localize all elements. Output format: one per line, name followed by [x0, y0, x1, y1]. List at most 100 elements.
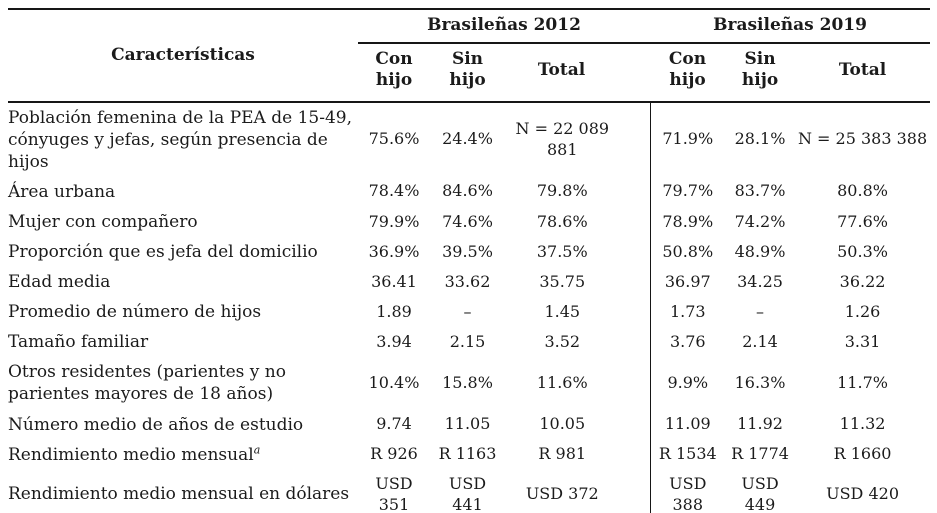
table-row: Área urbana 78.4% 84.6% 79.8% 79.7% 83.7…	[8, 176, 930, 207]
cell: R 981	[538, 444, 587, 464]
table-row: Rendimiento medio mensual en dólares USD…	[8, 469, 930, 513]
cell: USD 420	[826, 484, 899, 504]
header-group-row: Características Brasileñas 2012 Brasileñ…	[8, 9, 931, 103]
table-row: Otros residentes (parientes y no parient…	[8, 357, 930, 410]
cell: 1.26	[844, 301, 881, 321]
cell: USD 372	[525, 484, 599, 504]
table-row: Edad media 36.41 33.62 35.75 36.97 34.25…	[8, 267, 930, 298]
cell: 10.05	[539, 414, 586, 434]
cell: R 1774	[731, 444, 789, 464]
cell: USD 449	[741, 473, 779, 513]
cell: 9.9%	[649, 357, 726, 410]
characteristics-table: Características Brasileñas 2012 Brasileñ…	[8, 8, 931, 513]
column-header-total-2012: Total	[505, 43, 651, 103]
column-header-total-2019: Total	[795, 43, 931, 103]
cell: 79.8%	[536, 181, 588, 201]
row-label: Rendimiento medio mensuala	[8, 440, 358, 470]
column-header-caracteristicas: Características	[8, 9, 358, 103]
cell: USD 351	[375, 473, 413, 513]
cell: 28.1%	[734, 129, 786, 149]
cell: 78.9%	[649, 206, 726, 237]
cell: R 926	[370, 444, 418, 464]
cell: 24.4%	[442, 129, 493, 149]
cell: 39.5%	[442, 241, 493, 261]
cell: 74.2%	[734, 211, 786, 231]
cell: 1.89	[376, 301, 412, 321]
cell: 35.75	[539, 271, 586, 291]
table-row: Número medio de años de estudio 9.74 11.…	[8, 409, 930, 440]
cell: 36.9%	[368, 241, 420, 261]
cell: 11.92	[737, 414, 783, 434]
column-header-sin-hijo-2019: Sin hijo	[725, 43, 796, 103]
column-group-brasilenas-2019: Brasileñas 2019	[650, 9, 931, 44]
table-row: Mujer con compañero 79.9% 74.6% 78.6% 78…	[8, 206, 930, 237]
cell: 74.6%	[442, 211, 493, 231]
cell: 3.52	[544, 331, 581, 351]
cell: 79.7%	[649, 176, 726, 207]
table-row: Rendimiento medio mensuala R 926 R 1163 …	[8, 439, 930, 470]
cell: R 1163	[438, 444, 497, 464]
cell: 2.14	[742, 331, 778, 351]
table-body: Población femenina de la PEA de 15-49, c…	[8, 101, 930, 513]
row-label-text: Rendimiento medio mensual	[8, 444, 254, 465]
row-label: Número medio de años de estudio	[8, 414, 304, 435]
cell: 75.6%	[368, 129, 420, 149]
cell: 79.9%	[368, 211, 420, 231]
cell: USD 388	[649, 469, 726, 513]
table-row: Tamaño familiar 3.94 2.15 3.52 3.76 2.14…	[8, 327, 930, 358]
cell: 11.09	[649, 409, 726, 440]
cell: 36.22	[839, 271, 886, 291]
column-header-con-hijo-2019: Con hijo	[650, 43, 726, 103]
column-group-brasilenas-2012: Brasileñas 2012	[358, 9, 651, 44]
cell: 3.31	[844, 331, 881, 351]
cell: R 1660	[833, 444, 892, 464]
cell: 77.6%	[837, 211, 888, 231]
cell: USD 441	[448, 473, 487, 513]
cell: 34.25	[737, 271, 783, 291]
cell: N = 25 383 388	[797, 129, 928, 149]
cell: 78.4%	[368, 181, 420, 201]
cell: 33.62	[444, 271, 491, 291]
cell: 11.32	[839, 414, 886, 434]
table-row: Población femenina de la PEA de 15-49, c…	[8, 101, 930, 177]
cell: 3.76	[649, 327, 726, 358]
cell: 80.8%	[837, 181, 888, 201]
row-label: Edad media	[8, 272, 111, 293]
cell: N = 22 089 881	[515, 118, 610, 159]
cell: 11.7%	[837, 373, 888, 393]
column-header-con-hijo-2012: Con hijo	[358, 43, 430, 103]
table-header: Características Brasileñas 2012 Brasileñ…	[8, 9, 931, 103]
cell: 1.45	[544, 301, 581, 321]
cell: 37.5%	[536, 241, 588, 261]
cell: 71.9%	[649, 101, 726, 177]
cell: 84.6%	[442, 181, 493, 201]
cell: 2.15	[449, 331, 486, 351]
row-label: Tamaño familiar	[8, 332, 149, 353]
row-label: Mujer con compañero	[8, 211, 198, 232]
row-label: Población femenina de la PEA de 15-49, c…	[8, 107, 353, 172]
footnote-marker: a	[253, 442, 261, 456]
row-label: Proporción que es jefa del domicilio	[8, 241, 318, 262]
row-label: Promedio de número de hijos	[8, 302, 262, 323]
cell: –	[463, 301, 472, 321]
cell: –	[756, 301, 765, 321]
cell: 9.74	[376, 414, 412, 434]
row-label: Otros residentes (parientes y no parient…	[8, 362, 286, 405]
cell: 10.4%	[368, 373, 420, 393]
cell: 11.05	[444, 414, 491, 434]
cell: 50.8%	[649, 236, 726, 268]
cell: 36.97	[649, 267, 726, 298]
cell: 3.94	[376, 331, 412, 351]
row-label: Área urbana	[8, 181, 116, 202]
cell: 16.3%	[734, 373, 786, 393]
header-sub-row: Con hijo Sin hijo Total Con hijo Sin hij…	[8, 43, 931, 103]
column-header-sin-hijo-2012: Sin hijo	[430, 43, 505, 103]
cell: 48.9%	[734, 241, 786, 261]
cell: 1.73	[649, 297, 726, 328]
row-label: Rendimiento medio mensual en dólares	[8, 484, 350, 505]
cell: 15.8%	[442, 373, 493, 393]
cell: 83.7%	[734, 181, 786, 201]
table-row: Proporción que es jefa del domicilio 36.…	[8, 236, 930, 268]
cell: 78.6%	[536, 211, 588, 231]
